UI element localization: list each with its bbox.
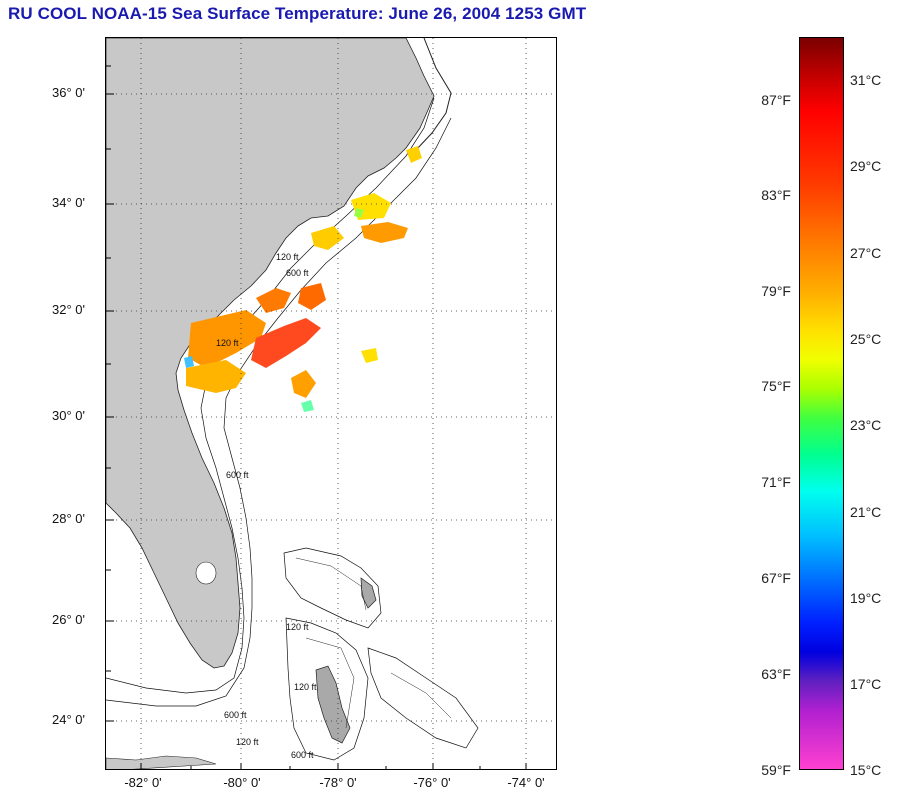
contour-label: 120 ft xyxy=(294,682,317,692)
lat-label: 36° 0' xyxy=(52,85,85,100)
contour-label: 600 ft xyxy=(286,268,309,278)
contour-label: 120 ft xyxy=(286,622,309,632)
contour-bahamas-inner xyxy=(295,557,452,729)
lat-label: 24° 0' xyxy=(52,712,85,727)
land-abaco xyxy=(360,577,377,609)
land-us-coast xyxy=(106,38,435,669)
colorbar-tick-c: 15°C xyxy=(850,762,882,778)
contour-600ft xyxy=(106,117,452,707)
colorbar-tick-c: 27°C xyxy=(850,245,882,261)
colorbar-tick-f: 71°F xyxy=(761,474,791,490)
lat-label: 34° 0' xyxy=(52,195,85,210)
sst-map[interactable]: 120 ft 600 ft 120 ft 600 ft 120 ft 600 f… xyxy=(105,37,557,770)
colorbar-tick-c: 29°C xyxy=(850,158,882,174)
contour-label: 120 ft xyxy=(276,252,299,262)
lon-label: -74° 0' xyxy=(507,775,545,790)
land-outer-banks xyxy=(415,38,452,151)
colorbar-tick-c: 31°C xyxy=(850,72,882,88)
lake-okeechobee xyxy=(195,561,217,585)
lat-label: 28° 0' xyxy=(52,511,85,526)
colorbar-tick-f: 79°F xyxy=(761,283,791,299)
colorbar-tick-c: 19°C xyxy=(850,590,882,606)
colorbar-tick-f: 59°F xyxy=(761,762,791,778)
temperature-colorbar xyxy=(799,37,844,770)
lat-label: 26° 0' xyxy=(52,612,85,627)
lon-label: -78° 0' xyxy=(319,775,357,790)
colorbar-tick-c: 21°C xyxy=(850,504,882,520)
contour-label: 120 ft xyxy=(216,338,239,348)
contour-label: 600 ft xyxy=(226,470,249,480)
land-gulf-lower xyxy=(106,755,217,769)
colorbar-tick-f: 63°F xyxy=(761,666,791,682)
colorbar-tick-c: 23°C xyxy=(850,417,882,433)
axis-ticks xyxy=(106,65,527,769)
colorbar-tick-f: 67°F xyxy=(761,570,791,586)
contour-label: 600 ft xyxy=(291,750,314,760)
contour-label: 120 ft xyxy=(236,737,259,747)
colorbar-tick-c: 25°C xyxy=(850,331,882,347)
lon-label: -80° 0' xyxy=(223,775,261,790)
graticule xyxy=(106,38,556,769)
lat-label: 30° 0' xyxy=(52,408,85,423)
colorbar-tick-f: 83°F xyxy=(761,187,791,203)
contour-120ft xyxy=(106,97,435,694)
land-andros xyxy=(315,665,351,744)
map-title: RU COOL NOAA-15 Sea Surface Temperature:… xyxy=(8,4,587,23)
map-canvas: 120 ft 600 ft 120 ft 600 ft 120 ft 600 f… xyxy=(106,38,556,769)
sst-data xyxy=(184,146,422,412)
colorbar-tick-f: 87°F xyxy=(761,92,791,108)
colorbar-tick-c: 17°C xyxy=(850,676,882,692)
contour-label: 600 ft xyxy=(224,710,247,720)
lon-label: -76° 0' xyxy=(413,775,451,790)
contour-bahamas xyxy=(283,547,479,761)
colorbar-tick-f: 75°F xyxy=(761,378,791,394)
lat-label: 32° 0' xyxy=(52,302,85,317)
lon-label: -82° 0' xyxy=(124,775,162,790)
